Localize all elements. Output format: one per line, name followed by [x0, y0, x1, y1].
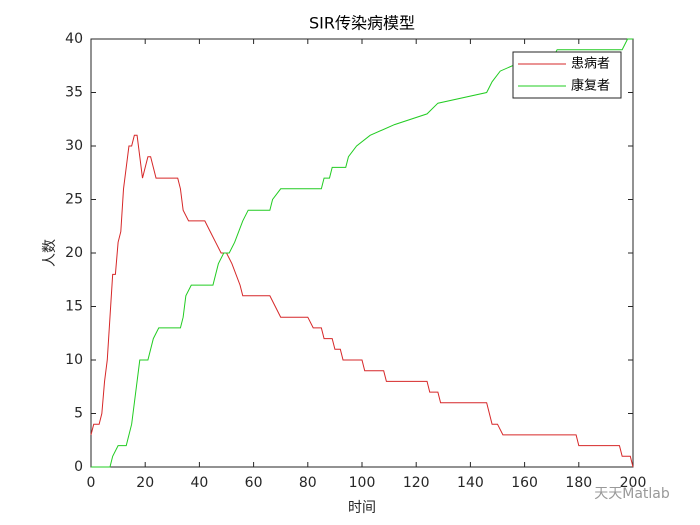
x-tick-label: 100	[349, 475, 376, 491]
x-tick-label: 0	[87, 475, 96, 491]
y-tick-label: 40	[65, 31, 83, 47]
x-tick-label: 20	[136, 475, 154, 491]
x-tick-label: 120	[403, 475, 430, 491]
x-axis-label: 时间	[348, 500, 376, 516]
y-tick-label: 20	[65, 245, 83, 261]
plot-area	[90, 38, 634, 468]
x-tick-label: 140	[457, 475, 484, 491]
x-tick-label: 80	[299, 475, 317, 491]
y-tick-label: 35	[65, 85, 83, 101]
y-tick-label: 5	[74, 406, 83, 422]
y-tick-label: 10	[65, 352, 83, 368]
watermark: 天天Matlab	[594, 486, 670, 502]
y-tick-label: 15	[65, 299, 83, 315]
x-tick-label: 160	[511, 475, 538, 491]
data-line	[90, 134, 634, 468]
y-tick-label: 25	[65, 192, 83, 208]
y-axis-label: 人数	[42, 239, 58, 267]
y-tick-label: 0	[74, 459, 83, 475]
chart-title: SIR传染病模型	[309, 14, 415, 33]
x-tick-label: 200	[620, 475, 647, 491]
legend-label: 康复者	[571, 78, 610, 94]
x-tick-label: 60	[245, 475, 263, 491]
legend-label: 患病者	[571, 57, 610, 72]
y-tick-label: 30	[65, 138, 83, 154]
x-tick-label: 40	[190, 475, 208, 491]
x-tick-label: 180	[565, 475, 592, 491]
legend-box	[512, 51, 622, 99]
data-line	[91, 38, 633, 468]
